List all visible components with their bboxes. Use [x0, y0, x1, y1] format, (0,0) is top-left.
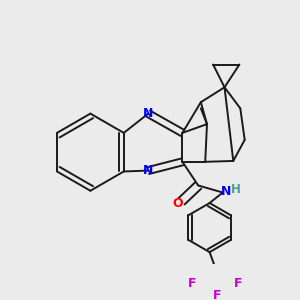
Text: N: N: [143, 107, 153, 120]
Text: F: F: [212, 290, 221, 300]
Text: O: O: [173, 197, 183, 210]
Text: F: F: [188, 277, 196, 290]
Text: N: N: [221, 185, 232, 198]
Text: H: H: [231, 183, 241, 196]
Text: N: N: [143, 164, 153, 177]
Text: F: F: [233, 277, 242, 290]
